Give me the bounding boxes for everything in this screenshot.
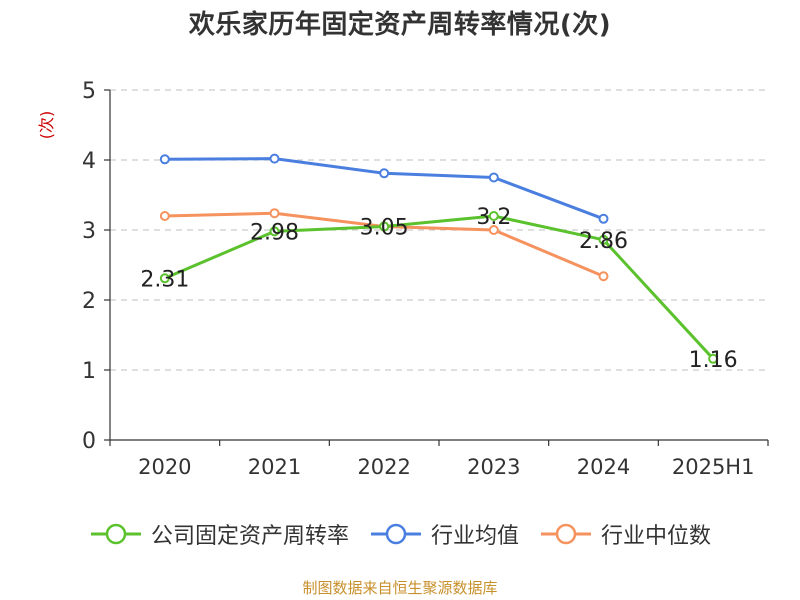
y-tick-label: 2: [82, 289, 96, 314]
x-tick-label: 2021: [248, 455, 301, 479]
x-tick-label: 2023: [467, 455, 520, 479]
point-industry_avg: [488, 172, 499, 183]
y-tick-label: 5: [82, 79, 96, 104]
chart-title: 欢乐家历年固定资产周转率情况(次): [188, 10, 612, 40]
legend: 公司固定资产周转率 行业均值 行业中位数: [0, 518, 800, 550]
x-tick-label: 2020: [138, 455, 191, 479]
point-company: [269, 226, 280, 237]
series-line-industry_avg: [164, 157, 605, 221]
y-axis-label: (次): [37, 111, 56, 140]
y-tick-label: 1: [82, 359, 96, 384]
point-industry_median: [159, 211, 170, 221]
y-tick-label: 3: [82, 219, 96, 244]
series-line-company: [164, 214, 715, 360]
data-label: 2.31: [140, 267, 189, 292]
data-label: 1.16: [689, 348, 738, 373]
point-industry_median: [269, 208, 280, 219]
legend-item-company: 公司固定资产周转率: [89, 518, 349, 550]
legend-item-industry_median: 行业中位数: [539, 518, 711, 550]
legend-label: 行业均值: [430, 524, 519, 549]
legend-item-industry_avg: 行业均值: [369, 518, 519, 550]
point-company: [379, 221, 390, 232]
point-industry_avg: [159, 154, 170, 165]
point-company: [708, 353, 719, 364]
source-note: 制图数据来自恒生聚源数据库: [302, 579, 498, 597]
legend-label: 行业中位数: [601, 524, 712, 549]
point-industry_avg: [269, 153, 280, 164]
y-tick-label: 0: [82, 429, 96, 454]
x-tick-label: 2024: [577, 455, 630, 479]
legend-swatch: [90, 523, 141, 545]
legend-swatch: [541, 523, 591, 545]
x-tick-label: 2022: [357, 455, 410, 479]
data-label: 2.86: [579, 229, 628, 254]
point-industry_avg: [598, 213, 609, 224]
point-industry_avg: [379, 168, 390, 179]
legend-label: 公司固定资产周转率: [150, 524, 349, 549]
point-company: [488, 211, 499, 221]
point-company: [159, 273, 170, 284]
data-label: 3.05: [360, 216, 409, 241]
point-industry_median: [488, 225, 499, 235]
data-label: 2.98: [250, 220, 299, 245]
legend-swatch: [370, 523, 421, 545]
y-tick-label: 4: [82, 149, 96, 174]
point-industry_median: [598, 271, 609, 282]
x-tick-label: 2025H1: [672, 455, 755, 479]
point-company: [598, 234, 609, 245]
data-label: 3.2: [476, 205, 511, 230]
